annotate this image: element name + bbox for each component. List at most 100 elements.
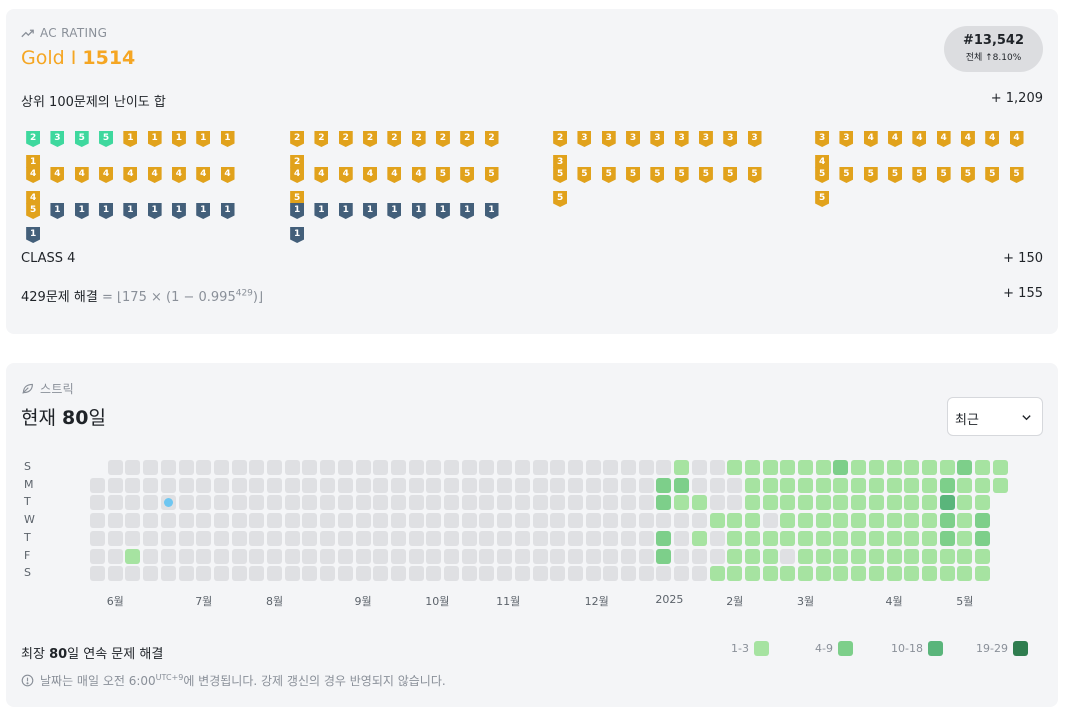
streak-day-cell[interactable] [921,566,937,582]
tier-badge[interactable]: 4 [45,163,69,187]
streak-day-cell[interactable] [178,513,194,529]
streak-day-cell[interactable] [833,460,849,475]
streak-day-cell[interactable] [567,477,583,493]
streak-day-cell[interactable] [833,495,849,511]
streak-day-cell[interactable] [196,477,212,493]
streak-day-cell[interactable] [921,513,937,529]
streak-day-cell[interactable] [603,477,619,493]
streak-day-cell[interactable] [975,548,990,564]
streak-day-cell[interactable] [691,566,707,582]
streak-day-cell[interactable] [125,548,141,564]
streak-day-cell[interactable] [550,477,566,493]
tier-badge[interactable]: 3 [45,127,69,151]
streak-day-cell[interactable] [532,530,548,546]
streak-day-cell[interactable] [213,566,229,582]
streak-day-cell[interactable] [656,566,672,582]
streak-day-cell[interactable] [143,566,159,582]
streak-day-cell[interactable] [621,513,636,529]
streak-day-cell[interactable] [727,460,743,475]
streak-day-cell[interactable] [815,513,831,529]
tier-badge[interactable]: 5 [94,127,118,151]
streak-day-cell[interactable] [408,460,424,475]
tier-badge[interactable]: 4 [70,163,94,187]
streak-day-cell[interactable] [603,495,619,511]
tier-badge[interactable]: 1 [70,199,94,223]
streak-day-cell[interactable] [426,513,442,529]
streak-day-cell[interactable] [320,460,336,475]
streak-day-cell[interactable] [674,495,690,511]
streak-day-cell[interactable] [550,495,566,511]
streak-day-cell[interactable] [107,460,123,475]
streak-day-cell[interactable] [196,495,212,511]
streak-day-cell[interactable] [939,530,955,546]
streak-day-cell[interactable] [762,460,778,475]
streak-day-cell[interactable] [603,460,619,475]
streak-day-cell[interactable] [780,477,796,493]
tier-badge[interactable]: 2 [431,127,455,151]
streak-day-cell[interactable] [621,548,636,564]
streak-day-cell[interactable] [815,460,831,475]
streak-day-cell[interactable] [320,495,336,511]
streak-day-cell[interactable] [851,513,867,529]
streak-day-cell[interactable] [444,530,459,546]
streak-day-cell[interactable] [373,513,389,529]
streak-day-cell[interactable] [851,566,867,582]
streak-day-cell[interactable] [886,548,902,564]
streak-day-cell[interactable] [780,495,796,511]
streak-day-cell[interactable] [567,460,583,475]
streak-day-cell[interactable] [426,566,442,582]
streak-day-cell[interactable] [90,530,105,546]
streak-day-cell[interactable] [178,460,194,475]
streak-day-cell[interactable] [479,460,495,475]
streak-day-cell[interactable] [373,566,389,582]
tier-badge[interactable]: 1 [167,199,191,223]
streak-day-cell[interactable] [284,513,300,529]
streak-day-cell[interactable] [975,566,990,582]
tier-badge[interactable]: 3 [742,127,766,151]
streak-day-cell[interactable] [762,477,778,493]
streak-day-cell[interactable] [744,495,760,511]
streak-day-cell[interactable] [143,513,159,529]
streak-day-cell[interactable] [921,495,937,511]
streak-day-cell[interactable] [904,460,920,475]
streak-day-cell[interactable] [337,460,353,475]
streak-day-cell[interactable] [674,460,690,475]
streak-range-select[interactable]: 최근 [947,397,1043,436]
streak-day-cell[interactable] [886,495,902,511]
streak-day-cell[interactable] [603,530,619,546]
streak-day-cell[interactable] [196,530,212,546]
tier-badge[interactable]: 4 [21,163,45,187]
streak-day-cell[interactable] [851,477,867,493]
streak-day-cell[interactable] [249,477,265,493]
tier-badge[interactable]: 5 [907,163,931,187]
streak-day-cell[interactable] [514,566,530,582]
streak-day-cell[interactable] [691,513,707,529]
streak-day-cell[interactable] [851,495,867,511]
tier-badge[interactable]: 4 [215,163,239,187]
streak-day-cell[interactable] [656,530,672,546]
streak-day-cell[interactable] [479,566,495,582]
streak-day-cell[interactable] [497,530,513,546]
tier-badge[interactable]: 5 [931,163,955,187]
streak-day-cell[interactable] [603,548,619,564]
streak-day-cell[interactable] [426,477,442,493]
streak-day-cell[interactable] [337,566,353,582]
streak-day-cell[interactable] [373,495,389,511]
streak-day-cell[interactable] [709,548,725,564]
streak-day-cell[interactable] [532,477,548,493]
streak-day-cell[interactable] [320,477,336,493]
streak-day-cell[interactable] [390,460,406,475]
streak-day-cell[interactable] [337,548,353,564]
streak-day-cell[interactable] [479,548,495,564]
streak-day-cell[interactable] [638,477,654,493]
streak-day-cell[interactable] [213,513,229,529]
tier-badge[interactable]: 3 [694,127,718,151]
tier-badge[interactable]: 2 [406,127,430,151]
streak-day-cell[interactable] [744,477,760,493]
streak-day-cell[interactable] [514,513,530,529]
streak-day-cell[interactable] [691,495,707,511]
streak-day-cell[interactable] [249,495,265,511]
streak-day-cell[interactable] [585,460,601,475]
streak-day-cell[interactable] [444,566,459,582]
tier-badge[interactable]: 3 [669,127,693,151]
